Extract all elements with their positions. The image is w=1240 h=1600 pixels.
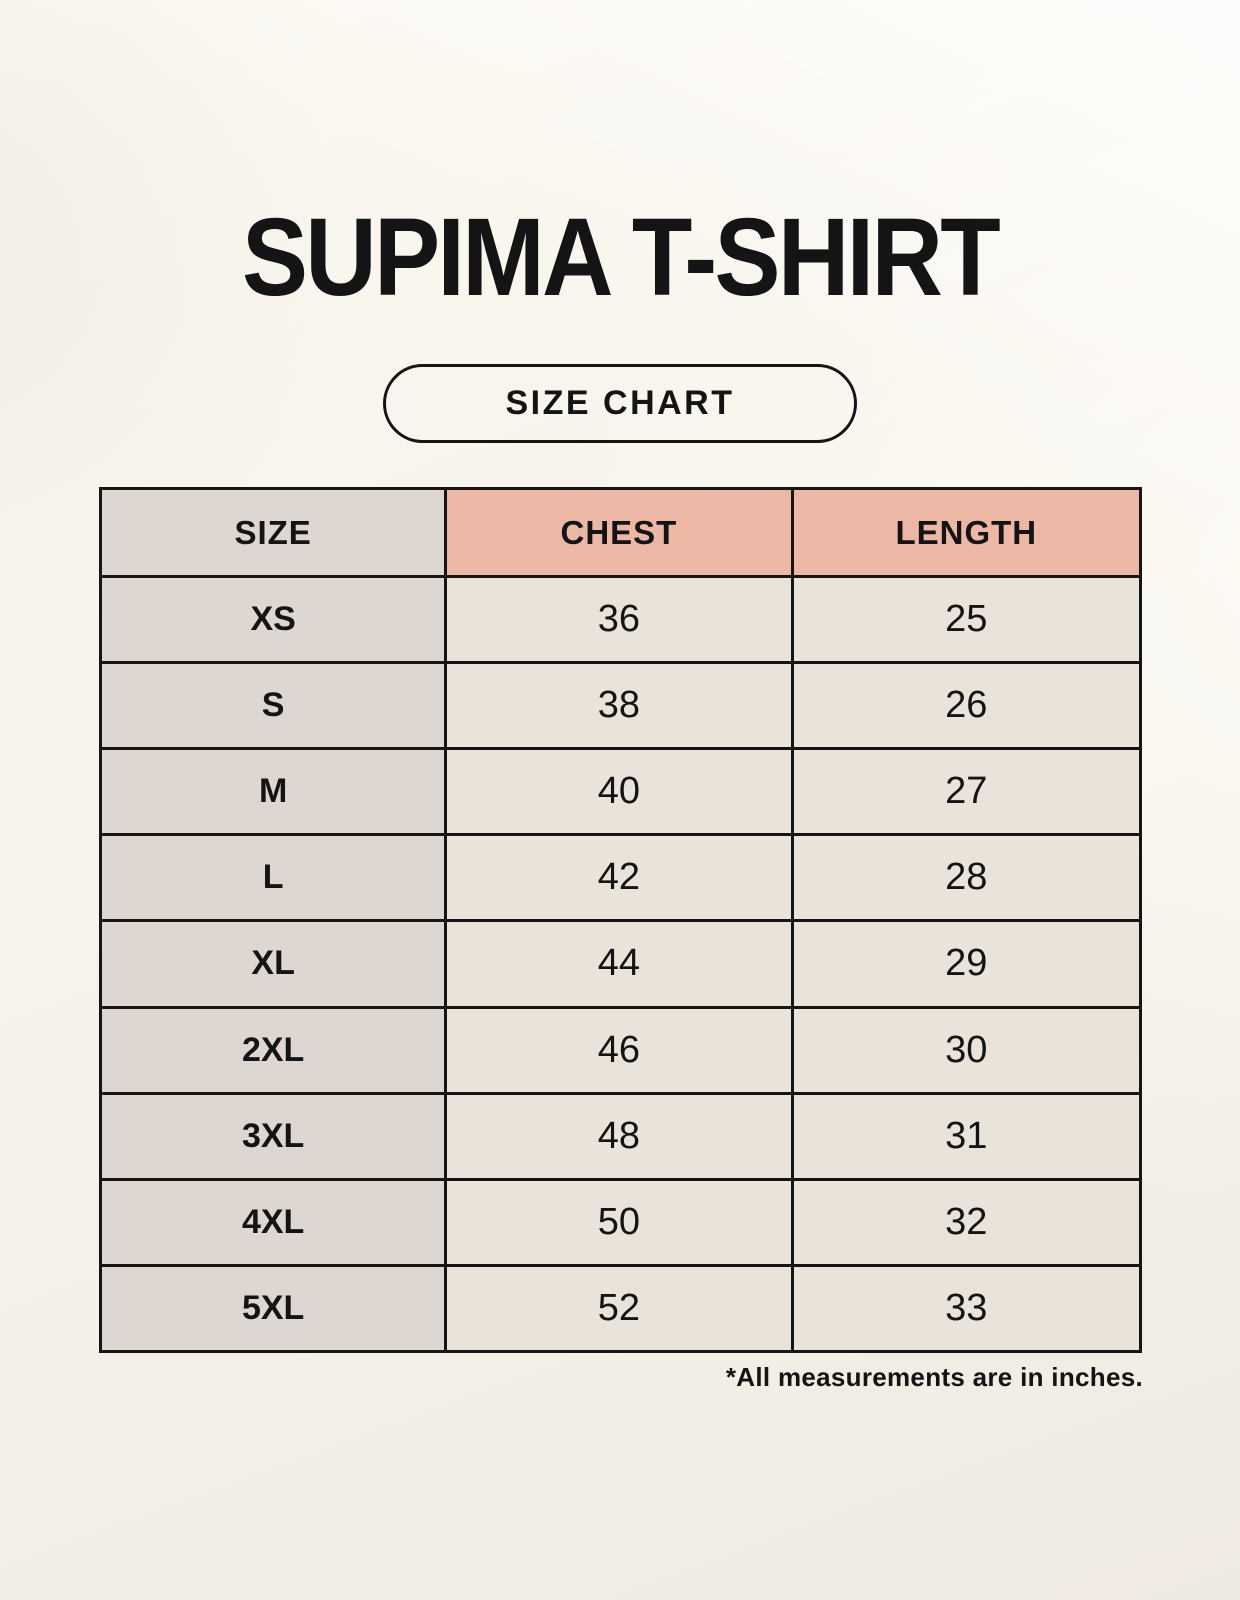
size-cell: 3XL xyxy=(98,1091,448,1181)
table-row: 5XL 52 33 xyxy=(98,1263,1143,1354)
table-row: 3XL 48 31 xyxy=(98,1091,1143,1181)
length-cell: 26 xyxy=(790,661,1143,751)
table-row: 4XL 50 32 xyxy=(98,1177,1143,1267)
length-cell: 25 xyxy=(790,574,1143,665)
size-table: SIZE CHEST LENGTH XS 36 25 S 38 26 M 40 … xyxy=(98,487,1143,1354)
chest-cell: 38 xyxy=(444,661,794,751)
chest-cell: 46 xyxy=(444,1005,794,1095)
chest-cell: 48 xyxy=(444,1091,794,1181)
size-chart-button[interactable]: SIZE CHART xyxy=(383,364,857,443)
chest-cell: 44 xyxy=(444,919,794,1009)
length-cell: 28 xyxy=(790,833,1143,923)
length-cell: 30 xyxy=(790,1005,1143,1095)
length-cell: 29 xyxy=(790,919,1143,1009)
table-row: XL 44 29 xyxy=(98,919,1143,1009)
column-header-length: LENGTH xyxy=(790,487,1143,578)
page-title: SUPIMA T-SHIRT xyxy=(241,196,1001,319)
size-cell: 4XL xyxy=(98,1177,448,1267)
size-cell: S xyxy=(98,661,448,751)
measurements-footnote: *All measurements are in inches. xyxy=(725,1362,1143,1392)
size-cell: 2XL xyxy=(98,1005,448,1095)
table-row: XS 36 25 xyxy=(98,574,1143,665)
table-row: 2XL 46 30 xyxy=(98,1005,1143,1095)
table-row: L 42 28 xyxy=(98,833,1143,923)
column-header-size: SIZE xyxy=(98,487,448,578)
size-cell: M xyxy=(98,747,448,837)
chest-cell: 52 xyxy=(444,1263,794,1354)
size-cell: 5XL xyxy=(98,1263,448,1354)
length-cell: 31 xyxy=(790,1091,1143,1181)
size-chart-button-label: SIZE CHART xyxy=(505,384,735,422)
size-cell: L xyxy=(98,833,448,923)
length-cell: 32 xyxy=(790,1177,1143,1267)
chest-cell: 40 xyxy=(444,747,794,837)
length-cell: 33 xyxy=(790,1263,1143,1354)
chest-cell: 42 xyxy=(444,833,794,923)
size-cell: XL xyxy=(98,919,448,1009)
length-cell: 27 xyxy=(790,747,1143,837)
table-header-row: SIZE CHEST LENGTH xyxy=(98,487,1143,578)
chest-cell: 36 xyxy=(444,574,794,665)
chest-cell: 50 xyxy=(444,1177,794,1267)
size-cell: XS xyxy=(98,574,448,665)
table-row: S 38 26 xyxy=(98,661,1143,751)
table-row: M 40 27 xyxy=(98,747,1143,837)
column-header-chest: CHEST xyxy=(444,487,794,578)
